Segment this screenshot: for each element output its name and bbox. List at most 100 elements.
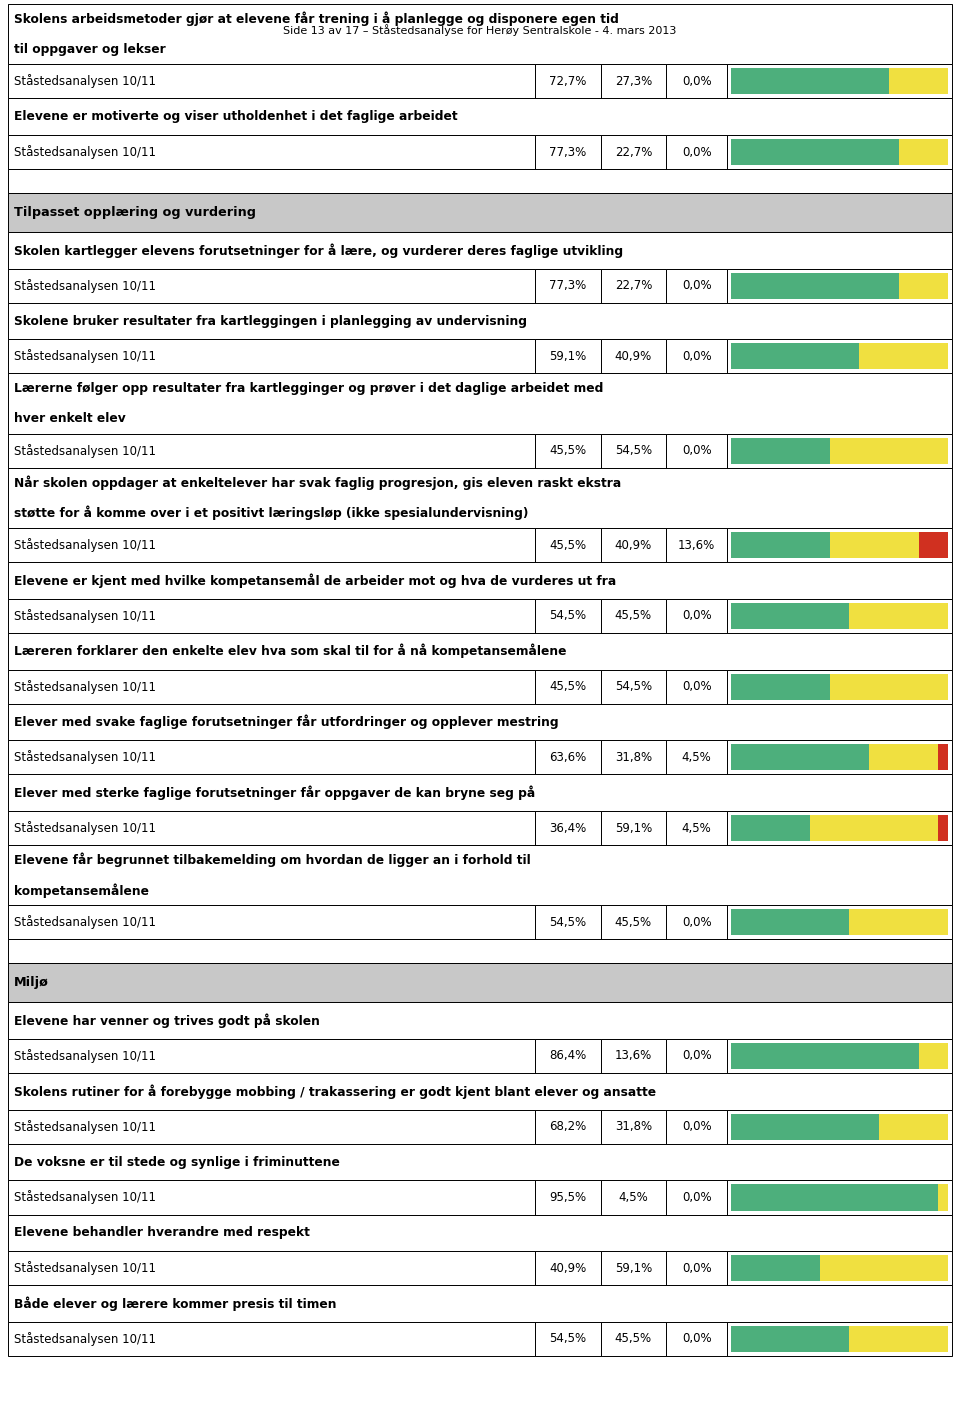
Bar [732,68,889,95]
Bar [732,1044,919,1069]
Bar [732,1184,938,1211]
Text: Ståstedsanalysen 10/11: Ståstedsanalysen 10/11 [14,74,156,88]
Text: 54,5%: 54,5% [549,916,587,929]
Bar [732,273,899,299]
Bar [728,599,952,633]
Text: 72,7%: 72,7% [549,75,587,88]
Text: 0,0%: 0,0% [682,75,711,88]
Bar [535,64,601,98]
Bar [8,1003,952,1039]
Text: til oppgaver og lekser: til oppgaver og lekser [14,42,166,55]
Bar [601,528,666,562]
Bar [8,1323,535,1357]
Bar [535,599,601,633]
Bar [728,1181,952,1215]
Bar [8,599,535,633]
Text: Elever med svake faglige forutsetninger får utfordringer og opplever mestring: Elever med svake faglige forutsetninger … [14,715,559,729]
Bar [899,139,948,166]
Bar [728,670,952,704]
Text: Ståstedsanalysen 10/11: Ståstedsanalysen 10/11 [14,1332,156,1347]
Bar [728,1110,952,1144]
Text: Ståstedsanalysen 10/11: Ståstedsanalysen 10/11 [14,1120,156,1134]
Text: 54,5%: 54,5% [549,1332,587,1345]
Text: 0,0%: 0,0% [682,350,711,362]
Bar [535,269,601,303]
Text: 31,8%: 31,8% [614,1120,652,1133]
Bar [8,1073,952,1110]
Text: kompetansemålene: kompetansemålene [14,884,149,898]
Bar [601,135,666,169]
Bar [535,741,601,775]
Bar [601,1039,666,1073]
Bar [8,340,535,374]
Text: 59,1%: 59,1% [614,1262,652,1274]
Bar [8,193,952,232]
Bar [601,433,666,467]
Bar [850,1325,948,1352]
Bar [666,670,728,704]
Bar [666,340,728,374]
Text: Både elever og lærere kommer presis til timen: Både elever og lærere kommer presis til … [14,1296,337,1311]
Bar [535,1252,601,1286]
Text: 0,0%: 0,0% [682,1049,711,1062]
Bar [535,1110,601,1144]
Bar [8,1252,535,1286]
Bar [535,340,601,374]
Bar [889,68,948,95]
Bar [728,1252,952,1286]
Bar [666,135,728,169]
Text: Ståstedsanalysen 10/11: Ståstedsanalysen 10/11 [14,1262,156,1276]
Bar [666,905,728,939]
Text: 40,9%: 40,9% [549,1262,587,1274]
Bar [535,1181,601,1215]
Text: Skolens arbeidsmetoder gjør at elevene får trening i å planlegge og disponere eg: Skolens arbeidsmetoder gjør at elevene f… [14,11,619,27]
Text: Ståstedsanalysen 10/11: Ståstedsanalysen 10/11 [14,609,156,623]
Text: Lærerne følger opp resultater fra kartlegginger og prøver i det daglige arbeidet: Lærerne følger opp resultater fra kartle… [14,382,604,395]
Bar [732,1114,879,1140]
Bar [938,745,948,770]
Bar [666,528,728,562]
Bar [728,269,952,303]
Bar [601,1323,666,1357]
Bar [8,64,535,98]
Text: 22,7%: 22,7% [614,279,652,292]
Bar [8,562,952,599]
Bar [8,4,952,64]
Bar [8,1181,535,1215]
Text: 0,0%: 0,0% [682,1262,711,1274]
Text: 45,5%: 45,5% [614,916,652,929]
Text: 45,5%: 45,5% [549,538,587,552]
Bar [8,1110,535,1144]
Bar [8,704,952,741]
Bar [938,816,948,841]
Bar [535,1039,601,1073]
Bar [8,1039,535,1073]
Bar [535,433,601,467]
Text: 4,5%: 4,5% [682,750,711,763]
Text: Elevene behandler hverandre med respekt: Elevene behandler hverandre med respekt [14,1226,310,1239]
Bar [666,1181,728,1215]
Text: 77,3%: 77,3% [549,279,587,292]
Text: Elevene har venner og trives godt på skolen: Elevene har venner og trives godt på sko… [14,1014,320,1028]
Text: Ståstedsanalysen 10/11: Ståstedsanalysen 10/11 [14,538,156,552]
Bar [732,139,899,166]
Text: Tilpasset opplæring og vurdering: Tilpasset opplæring og vurdering [14,205,256,219]
Bar [8,741,535,775]
Bar [601,64,666,98]
Text: 0,0%: 0,0% [682,146,711,159]
Bar [601,670,666,704]
Bar [535,135,601,169]
Bar [8,633,952,670]
Text: 0,0%: 0,0% [682,445,711,457]
Bar [8,528,535,562]
Bar [8,845,952,905]
Text: 31,8%: 31,8% [614,750,652,763]
Text: Skolen kartlegger elevens forutsetninger for å lære, og vurderer deres faglige u: Skolen kartlegger elevens forutsetninger… [14,244,623,258]
Bar [601,340,666,374]
Bar [666,64,728,98]
Bar [728,811,952,845]
Text: 63,6%: 63,6% [549,750,587,763]
Text: 22,7%: 22,7% [614,146,652,159]
Bar [728,135,952,169]
Text: Skolene bruker resultater fra kartleggingen i planlegging av undervisning: Skolene bruker resultater fra kartleggin… [14,314,527,327]
